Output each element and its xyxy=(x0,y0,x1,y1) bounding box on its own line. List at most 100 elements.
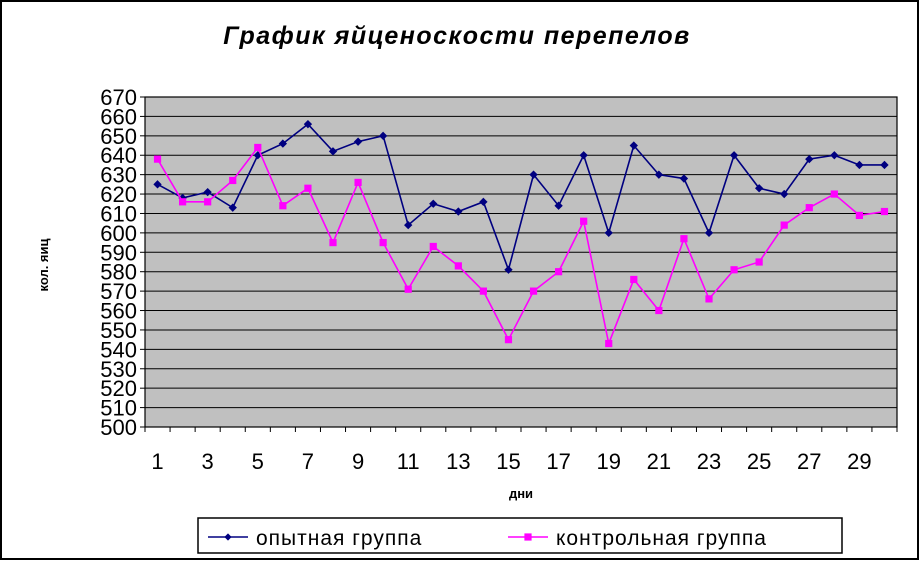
data-point xyxy=(279,202,287,210)
y-tick-label: 550 xyxy=(100,318,137,343)
data-point xyxy=(705,295,713,303)
data-point xyxy=(580,217,588,225)
data-point xyxy=(228,203,237,212)
data-point xyxy=(353,137,363,146)
legend-entry: контрольная группа xyxy=(508,527,767,550)
data-point xyxy=(328,147,338,156)
data-point xyxy=(755,258,763,266)
gridlines xyxy=(145,96,897,409)
data-point xyxy=(830,190,838,198)
x-tick-label: 5 xyxy=(252,449,264,474)
data-point xyxy=(479,287,487,295)
y-tick-label: 540 xyxy=(100,337,137,362)
x-tick-label: 29 xyxy=(847,449,871,474)
data-point xyxy=(329,238,337,247)
x-tick-label: 11 xyxy=(397,449,420,474)
x-tick-label: 9 xyxy=(352,449,364,474)
y-tick-label: 520 xyxy=(100,376,137,401)
legend-marker xyxy=(224,533,232,541)
data-point xyxy=(504,265,513,274)
data-point xyxy=(254,143,262,152)
data-point xyxy=(605,339,613,348)
y-tick-label: 620 xyxy=(100,182,137,207)
series-line xyxy=(156,145,885,347)
y-tick-label: 560 xyxy=(100,299,137,324)
data-point xyxy=(303,120,313,129)
x-tick-label: 15 xyxy=(496,449,520,474)
legend: опытная группа контрольная группа xyxy=(197,517,843,554)
x-tick-label: 23 xyxy=(697,449,721,474)
y-axis-label: кол. яиц xyxy=(36,238,51,291)
series-line xyxy=(157,123,885,273)
x-tick-label: 25 xyxy=(747,449,771,474)
data-point xyxy=(680,235,688,243)
data-point xyxy=(179,198,187,206)
data-point xyxy=(655,306,663,315)
data-point xyxy=(830,151,839,160)
plot-area xyxy=(145,97,897,427)
data-point xyxy=(529,287,538,295)
data-point xyxy=(629,141,638,150)
data-point xyxy=(529,170,538,179)
data-point xyxy=(379,238,387,247)
legend-marker xyxy=(524,533,532,541)
legend-entry: опытная группа xyxy=(208,527,421,550)
chart-title: График яйценоскости перепелов xyxy=(223,22,691,50)
data-point xyxy=(404,220,413,230)
y-tick-label: 580 xyxy=(100,260,137,285)
y-tick-label: 570 xyxy=(100,279,137,304)
x-tick-label: 17 xyxy=(546,449,570,474)
y-tick-label: 510 xyxy=(100,396,137,421)
data-point xyxy=(855,160,864,170)
data-point xyxy=(654,170,664,179)
data-point xyxy=(153,155,162,163)
data-point xyxy=(579,151,588,160)
data-point xyxy=(454,207,463,216)
series-1 xyxy=(153,120,889,274)
axes xyxy=(140,96,898,432)
x-tick-label: 1 xyxy=(151,449,163,474)
data-point xyxy=(229,176,237,185)
data-point xyxy=(378,131,388,140)
x-tick-label: 13 xyxy=(446,449,470,474)
legend-label: контрольная группа xyxy=(556,527,767,550)
data-point xyxy=(153,180,162,189)
data-point xyxy=(679,174,689,183)
y-tick-label: 640 xyxy=(100,143,137,168)
y-tick-label: 630 xyxy=(100,163,137,188)
x-tick-label: 19 xyxy=(596,449,620,474)
data-point xyxy=(404,285,412,293)
series xyxy=(153,120,889,348)
y-tick-label: 600 xyxy=(100,221,137,246)
data-point xyxy=(880,207,889,216)
data-point xyxy=(604,228,613,238)
x-tick-label: 7 xyxy=(302,449,314,474)
data-point xyxy=(479,197,488,206)
series-2 xyxy=(153,143,889,348)
x-axis-label: дни xyxy=(509,486,533,501)
y-tick-label: 650 xyxy=(100,124,137,149)
data-point xyxy=(805,204,813,212)
y-tick-labels: 5005105205305405505605705805906006106206… xyxy=(100,85,137,440)
data-point xyxy=(704,228,714,238)
y-tick-label: 610 xyxy=(100,201,137,226)
data-point xyxy=(780,221,788,229)
x-tick-labels: 1 3 5 7 9 11 13 15 17 19 21 23 25 27 29 xyxy=(151,449,871,474)
data-point xyxy=(780,189,789,199)
data-point xyxy=(504,336,513,344)
data-point xyxy=(754,184,764,193)
data-point xyxy=(354,178,362,187)
data-point xyxy=(429,199,438,208)
data-point xyxy=(454,262,462,270)
y-tick-label: 660 xyxy=(100,104,137,129)
data-point xyxy=(429,242,437,251)
data-point xyxy=(855,211,863,220)
data-point xyxy=(554,201,563,210)
y-tick-label: 590 xyxy=(100,240,137,265)
x-tick-label: 21 xyxy=(647,449,671,474)
data-point xyxy=(730,266,738,274)
data-point xyxy=(729,151,739,160)
data-point xyxy=(203,187,212,197)
